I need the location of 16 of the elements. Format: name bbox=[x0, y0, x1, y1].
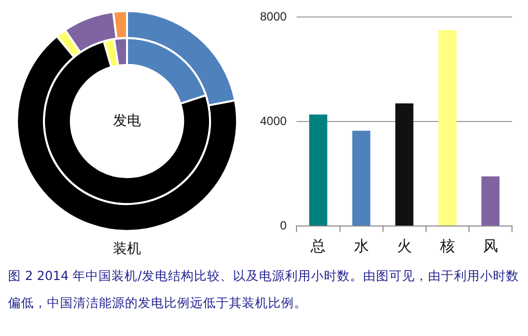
x-tick-label: 水 bbox=[354, 236, 369, 255]
y-tick-label: 8000 bbox=[260, 10, 288, 24]
x-tick-label: 风 bbox=[482, 236, 498, 255]
x-tick-label: 火 bbox=[396, 236, 412, 255]
x-tick-label: 总 bbox=[310, 236, 326, 255]
slice-label: 装机 bbox=[113, 240, 141, 258]
bar bbox=[352, 130, 370, 226]
y-tick-label: 0 bbox=[280, 218, 288, 232]
slice-label: 发电 bbox=[113, 112, 141, 130]
bar bbox=[438, 30, 456, 226]
y-tick-label: 4000 bbox=[260, 114, 288, 128]
bar bbox=[481, 176, 500, 226]
bar bbox=[309, 114, 328, 226]
x-tick-label: 核 bbox=[438, 236, 455, 255]
bar bbox=[395, 103, 414, 226]
caption: 图 2 2014 年中国装机/发电结构比较、以及电源利用小时数。由图可见，由于利用小时数偏低，中国清洁能源的发电比例远低于其装机比例。 bbox=[8, 267, 520, 312]
